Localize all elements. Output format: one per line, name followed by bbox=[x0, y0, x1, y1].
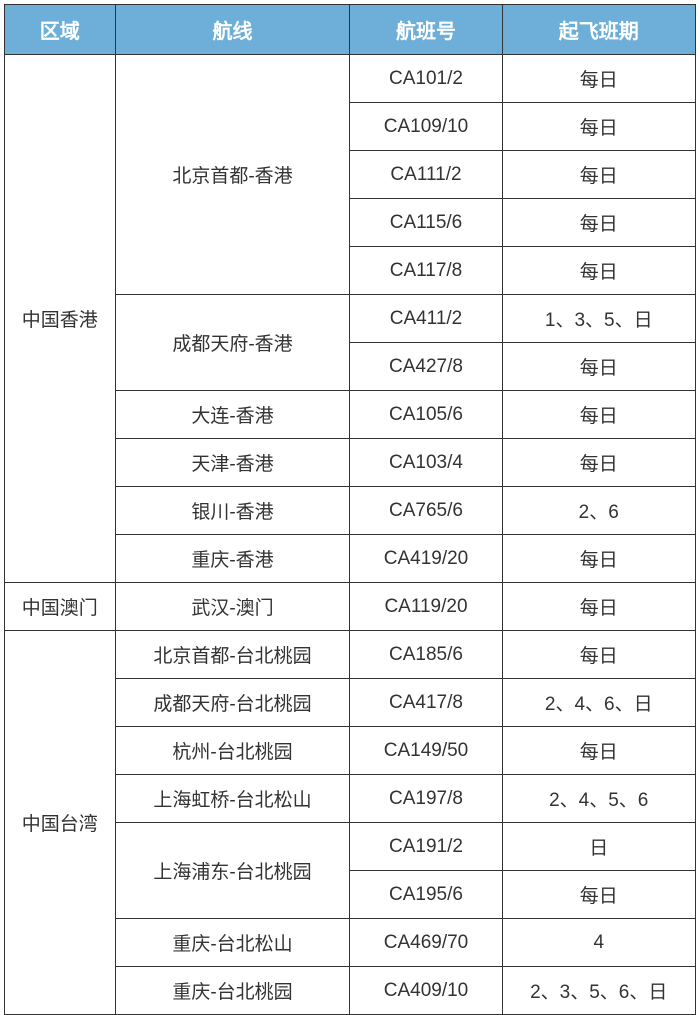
cell-route: 杭州-台北桃园 bbox=[115, 727, 350, 775]
cell-flight: CA411/2 bbox=[350, 295, 502, 343]
cell-flight: CA197/8 bbox=[350, 775, 502, 823]
cell-route: 上海虹桥-台北松山 bbox=[115, 775, 350, 823]
table-header: 区域 航线 航班号 起飞班期 bbox=[5, 5, 696, 55]
table-row: 中国澳门武汉-澳门CA119/20每日 bbox=[5, 583, 696, 631]
cell-flight: CA195/6 bbox=[350, 871, 502, 919]
table-body: 中国香港北京首都-香港CA101/2每日CA109/10每日CA111/2每日C… bbox=[5, 55, 696, 1015]
cell-flight: CA109/10 bbox=[350, 103, 502, 151]
cell-flight: CA111/2 bbox=[350, 151, 502, 199]
cell-flight: CA115/6 bbox=[350, 199, 502, 247]
cell-schedule: 2、4、5、6 bbox=[502, 775, 696, 823]
cell-schedule: 每日 bbox=[502, 871, 696, 919]
cell-route: 重庆-台北松山 bbox=[115, 919, 350, 967]
cell-schedule: 每日 bbox=[502, 583, 696, 631]
cell-schedule: 每日 bbox=[502, 631, 696, 679]
cell-route: 银川-香港 bbox=[115, 487, 350, 535]
cell-flight: CA417/8 bbox=[350, 679, 502, 727]
cell-schedule: 每日 bbox=[502, 151, 696, 199]
table-row: 中国香港北京首都-香港CA101/2每日 bbox=[5, 55, 696, 103]
cell-flight: CA765/6 bbox=[350, 487, 502, 535]
cell-schedule: 每日 bbox=[502, 247, 696, 295]
cell-flight: CA409/10 bbox=[350, 967, 502, 1015]
header-region: 区域 bbox=[5, 5, 116, 55]
cell-schedule: 2、4、6、日 bbox=[502, 679, 696, 727]
cell-flight: CA119/20 bbox=[350, 583, 502, 631]
cell-flight: CA149/50 bbox=[350, 727, 502, 775]
flight-schedule-table: 区域 航线 航班号 起飞班期 中国香港北京首都-香港CA101/2每日CA109… bbox=[4, 4, 696, 1015]
cell-schedule: 2、3、5、6、日 bbox=[502, 967, 696, 1015]
cell-route: 成都天府-香港 bbox=[115, 295, 350, 391]
cell-schedule: 每日 bbox=[502, 55, 696, 103]
cell-schedule: 4 bbox=[502, 919, 696, 967]
cell-schedule: 每日 bbox=[502, 439, 696, 487]
cell-flight: CA185/6 bbox=[350, 631, 502, 679]
cell-schedule: 1、3、5、日 bbox=[502, 295, 696, 343]
cell-schedule: 每日 bbox=[502, 103, 696, 151]
cell-schedule: 每日 bbox=[502, 535, 696, 583]
cell-route: 重庆-香港 bbox=[115, 535, 350, 583]
cell-route: 重庆-台北桃园 bbox=[115, 967, 350, 1015]
cell-route: 北京首都-香港 bbox=[115, 55, 350, 295]
cell-flight: CA191/2 bbox=[350, 823, 502, 871]
cell-route: 天津-香港 bbox=[115, 439, 350, 487]
cell-schedule: 每日 bbox=[502, 391, 696, 439]
cell-route: 成都天府-台北桃园 bbox=[115, 679, 350, 727]
cell-schedule: 每日 bbox=[502, 343, 696, 391]
cell-flight: CA117/8 bbox=[350, 247, 502, 295]
cell-flight: CA105/6 bbox=[350, 391, 502, 439]
cell-route: 北京首都-台北桃园 bbox=[115, 631, 350, 679]
cell-route: 武汉-澳门 bbox=[115, 583, 350, 631]
cell-schedule: 每日 bbox=[502, 199, 696, 247]
cell-flight: CA469/70 bbox=[350, 919, 502, 967]
cell-region: 中国香港 bbox=[5, 55, 116, 583]
cell-schedule: 日 bbox=[502, 823, 696, 871]
cell-schedule: 每日 bbox=[502, 727, 696, 775]
cell-flight: CA101/2 bbox=[350, 55, 502, 103]
cell-flight: CA419/20 bbox=[350, 535, 502, 583]
table-row: 中国台湾北京首都-台北桃园CA185/6每日 bbox=[5, 631, 696, 679]
cell-schedule: 2、6 bbox=[502, 487, 696, 535]
cell-flight: CA427/8 bbox=[350, 343, 502, 391]
cell-route: 大连-香港 bbox=[115, 391, 350, 439]
cell-region: 中国台湾 bbox=[5, 631, 116, 1015]
cell-flight: CA103/4 bbox=[350, 439, 502, 487]
header-schedule: 起飞班期 bbox=[502, 5, 696, 55]
cell-region: 中国澳门 bbox=[5, 583, 116, 631]
cell-route: 上海浦东-台北桃园 bbox=[115, 823, 350, 919]
header-route: 航线 bbox=[115, 5, 350, 55]
header-flight: 航班号 bbox=[350, 5, 502, 55]
